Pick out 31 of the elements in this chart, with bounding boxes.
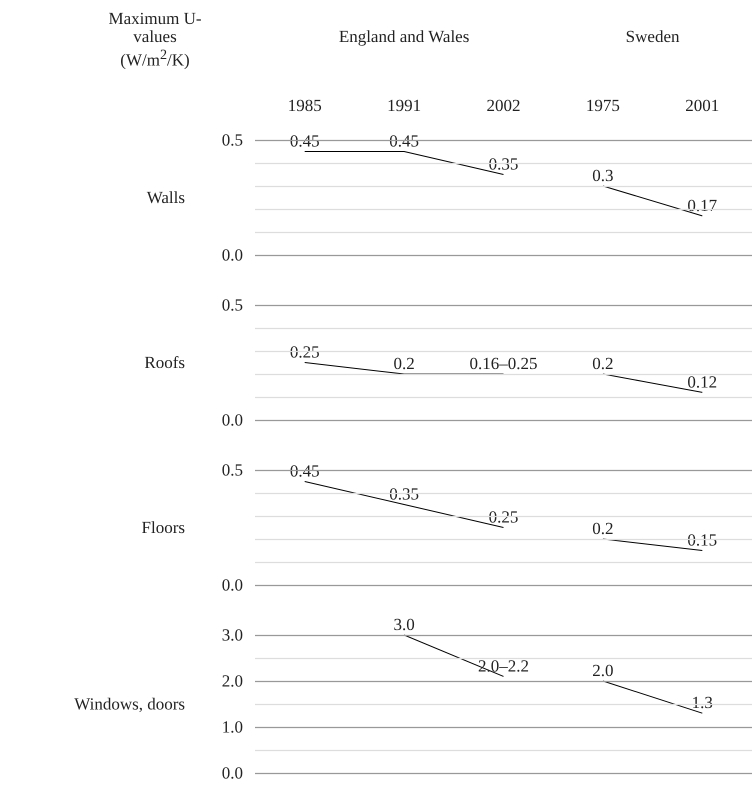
x-tick-label: 1991: [387, 96, 422, 115]
y-tick-label: 0.0: [222, 410, 243, 430]
x-tick-label: 1985: [288, 96, 322, 115]
data-label: 0.2: [592, 354, 614, 373]
text: Maximum U-values (W/m$^{2}$/K): [107, 9, 203, 70]
y-tick-label: 2.0: [222, 672, 243, 690]
data-label: 0.3: [592, 166, 614, 185]
y-tick-label: 1.0: [222, 718, 243, 736]
y-tick-label: 0.5: [222, 296, 243, 314]
y-tick-label: 0.5: [222, 460, 243, 480]
data-label: 0.2: [393, 354, 415, 373]
data-label: 2.0–2.2: [478, 656, 529, 676]
data-label: 2.0: [592, 661, 614, 680]
y-tick-label: 3.0: [222, 626, 243, 644]
data-label: 0.16–0.25: [470, 354, 538, 373]
y-tick-label: 0.5: [222, 130, 243, 150]
data-label: 3.0: [393, 615, 415, 634]
y-tick-label: 0.0: [222, 764, 243, 782]
y-tick-label: 0.0: [222, 576, 243, 594]
text: England and Wales: [338, 27, 470, 46]
data-label: 0.12: [687, 372, 718, 392]
data-label: 0.2: [592, 519, 614, 538]
y-axis-title: Walls: [146, 188, 185, 207]
x-tick-label: 2001: [685, 96, 720, 115]
y-tick-label: 0.0: [222, 246, 243, 264]
y-axis-title: Floors: [142, 518, 185, 537]
y-axis-title: Roofs: [144, 353, 185, 372]
x-tick-label: 1975: [586, 96, 620, 115]
x-tick-label: 2002: [486, 96, 520, 115]
text: Sweden: [624, 27, 680, 46]
y-axis-title: Windows, doors: [74, 694, 185, 714]
